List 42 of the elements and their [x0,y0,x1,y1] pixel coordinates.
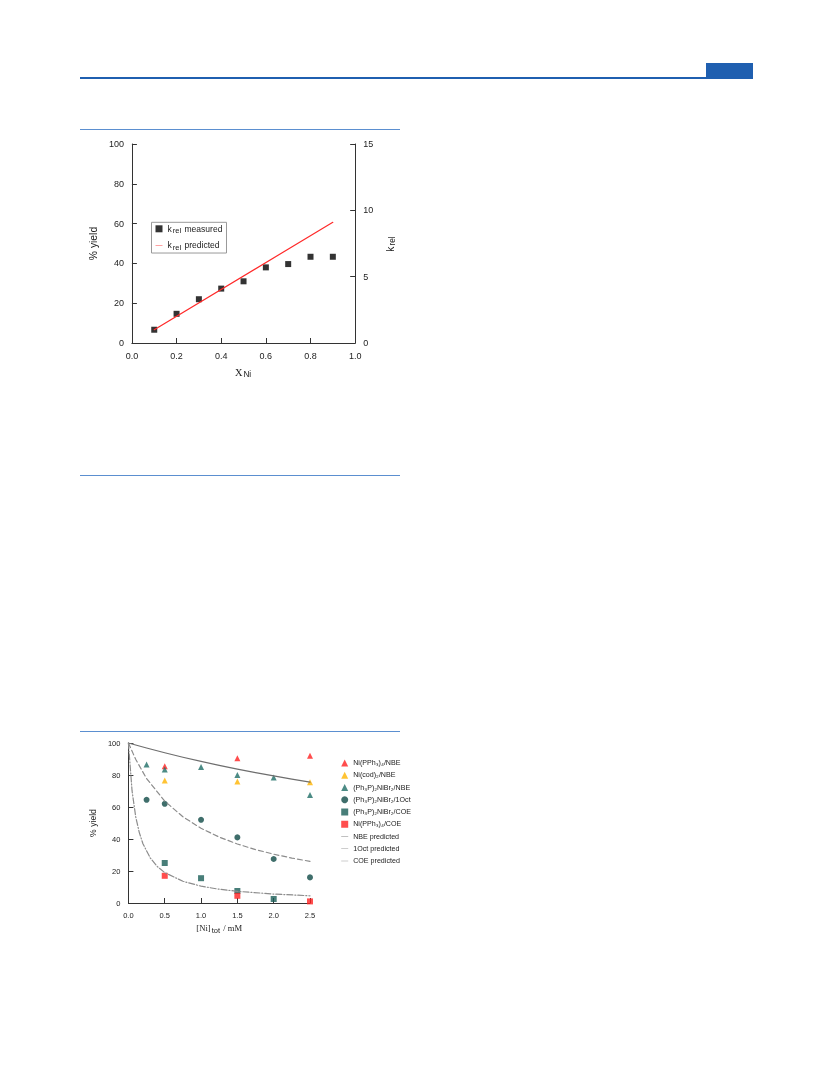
point [161,800,168,807]
point [143,796,150,803]
point [307,253,314,260]
point [195,296,202,303]
point [307,874,313,881]
y-tick-label: 40 [113,258,124,269]
y-tick-label: 60 [113,218,124,229]
point [198,816,205,823]
point [234,755,241,762]
y2-tick-label: 5 [363,271,369,282]
x-tick-label: 0.8 [304,350,317,361]
point [198,764,205,770]
x-tick-label: 0.0 [125,350,139,361]
point [285,261,292,268]
y2-axis-title: krel [385,236,398,252]
y2-tick-label: 10 [363,205,374,216]
point [143,761,150,768]
y-tick-label: 80 [113,178,124,189]
point [262,264,269,271]
point [161,872,168,879]
point [270,856,277,862]
point [329,253,336,260]
y-tick-label: 100 [108,139,124,149]
x-tick-label: 1.0 [348,350,362,361]
x-tick-label: 0.2 [170,350,183,361]
y-axis-title: % yield [87,808,98,837]
y-tick-label: 0 [118,338,124,348]
y-tick-label: 20 [113,298,124,309]
y-axis-title: % yield [87,226,99,261]
point [161,860,168,866]
x-tick-label: 0.4 [214,350,228,361]
point [198,875,205,882]
point [240,278,247,285]
point [307,752,313,759]
point [161,777,168,784]
y2-tick-label: 15 [363,139,374,149]
point [307,792,313,798]
y2-tick-label: 0 [363,338,369,348]
point [234,834,241,841]
point [234,892,241,899]
x-tick-label: 0.6 [259,350,273,361]
point [234,772,241,778]
